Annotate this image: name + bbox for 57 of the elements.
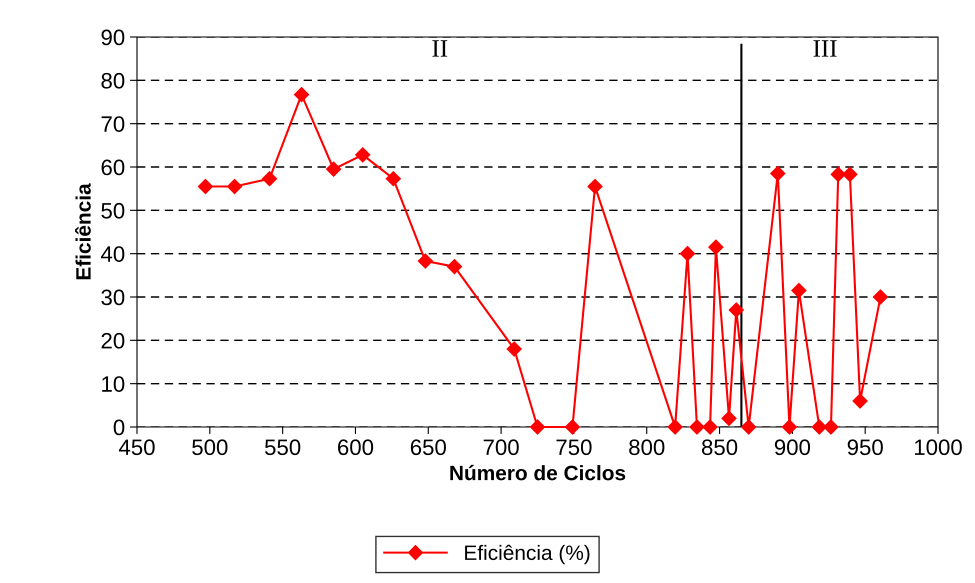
y-tick-label: 10: [102, 376, 124, 392]
x-tick-label: 1000: [914, 439, 962, 456]
x-tick-label: 850: [702, 439, 738, 456]
legend-label: Eficiência (%): [465, 544, 590, 564]
point: [530, 419, 546, 435]
point: [227, 178, 242, 194]
x-tick-label: 550: [264, 439, 300, 456]
point: [262, 171, 278, 186]
point: [728, 302, 744, 318]
point: [812, 419, 827, 435]
x-tick-label: 600: [338, 439, 374, 456]
point: [852, 393, 868, 409]
y-tick-label: 50: [101, 202, 124, 219]
point: [355, 147, 370, 162]
y-tick-label: 20: [102, 332, 124, 349]
x-tick-label: 750: [556, 439, 592, 456]
point: [782, 419, 798, 435]
y-tick-label: 40: [100, 246, 124, 262]
point: [708, 240, 724, 255]
point: [741, 419, 756, 435]
point: [872, 289, 888, 305]
x-axis-title: Número de Ciclos: [450, 464, 626, 480]
point: [721, 410, 737, 426]
point: [418, 253, 433, 269]
y-tick-label: 80: [101, 72, 124, 89]
point: [842, 166, 858, 182]
point: [791, 282, 806, 298]
y-axis-title: Eficiência: [75, 183, 91, 280]
y-tick-label: 0: [114, 420, 124, 436]
x-tick-label: 450: [118, 439, 155, 456]
x-tick-label: 500: [192, 439, 228, 456]
point: [294, 87, 310, 102]
point: [689, 419, 705, 435]
point: [680, 246, 696, 262]
x-tick-label: 700: [484, 439, 519, 456]
point: [587, 178, 603, 194]
y-tick-label: 90: [102, 30, 124, 46]
point: [830, 166, 846, 182]
point: [326, 162, 342, 177]
point: [446, 259, 462, 274]
x-tick-label: 800: [629, 439, 664, 456]
point: [702, 419, 718, 435]
annotation: II: [432, 40, 448, 57]
point: [564, 419, 580, 435]
point: [823, 419, 839, 435]
x-tick-label: 900: [774, 439, 810, 456]
point: [668, 419, 683, 435]
point: [386, 171, 401, 186]
point: [198, 178, 214, 194]
x-tick-label: 650: [410, 439, 446, 456]
point: [770, 166, 786, 182]
x-tick-label: 950: [848, 439, 883, 456]
annotation: III: [813, 40, 837, 57]
y-tick-label: 60: [102, 160, 124, 176]
y-tick-label: 30: [101, 290, 124, 306]
y-tick-label: 70: [102, 116, 124, 132]
point: [506, 341, 522, 357]
